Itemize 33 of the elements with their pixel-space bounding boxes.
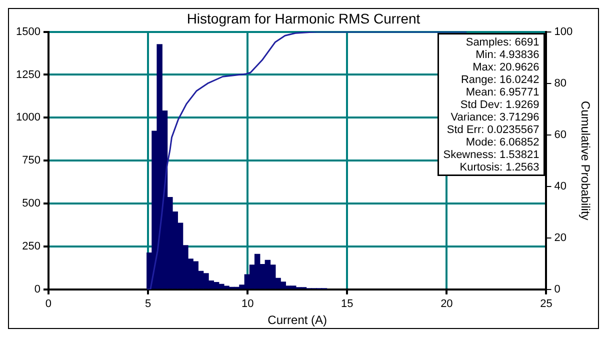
y-tick-label: 500: [22, 198, 40, 210]
y-tick-label: 1250: [16, 68, 40, 81]
y2-tick-label: 100: [554, 26, 573, 38]
y2-tick-label: 20: [554, 232, 566, 244]
y2-tick-label: 40: [554, 180, 566, 192]
annotation: Kurtosis: 1.2563: [460, 161, 540, 174]
y2-tick-label: 0: [554, 283, 560, 296]
annotation: Mode: 6.06852: [466, 136, 540, 148]
x-tick-label: 20: [440, 298, 453, 310]
y2-axis-title: Cumulative Probability: [578, 100, 592, 220]
chart-title: Histogram for Harmonic RMS Current: [186, 10, 420, 26]
annotation: Std Dev: 1.9269: [460, 98, 540, 111]
annotation: Range: 16.0242: [460, 74, 540, 86]
annotation: Variance: 3.71296: [450, 111, 540, 124]
y2-tick-label: 60: [554, 128, 566, 141]
x-tick-label: 0: [45, 298, 52, 310]
x-axis-title: Current (A): [268, 313, 328, 328]
y2-tick-label: 80: [554, 77, 566, 90]
x-tick-label: 15: [341, 298, 354, 310]
x-tick-label: 25: [540, 298, 552, 310]
y-tick-label: 250: [22, 240, 40, 252]
y-tick-label: 750: [22, 154, 40, 167]
y-tick-label: 1500: [16, 26, 40, 38]
annotation: Mean: 6.95771: [466, 86, 540, 98]
annotation: Skewness: 1.53821: [443, 148, 540, 161]
annotation: Std Err: 0.0235567: [446, 124, 540, 136]
x-tick-label: 10: [241, 298, 254, 310]
annotation: Max: 20.9626: [472, 61, 540, 74]
x-tick-label: 5: [144, 298, 152, 310]
annotation: Samples: 6691: [466, 36, 540, 48]
y-tick-label: 0: [34, 283, 40, 296]
annotation: Min: 4.93836: [476, 48, 540, 61]
y-tick-label: 1000: [16, 112, 40, 124]
